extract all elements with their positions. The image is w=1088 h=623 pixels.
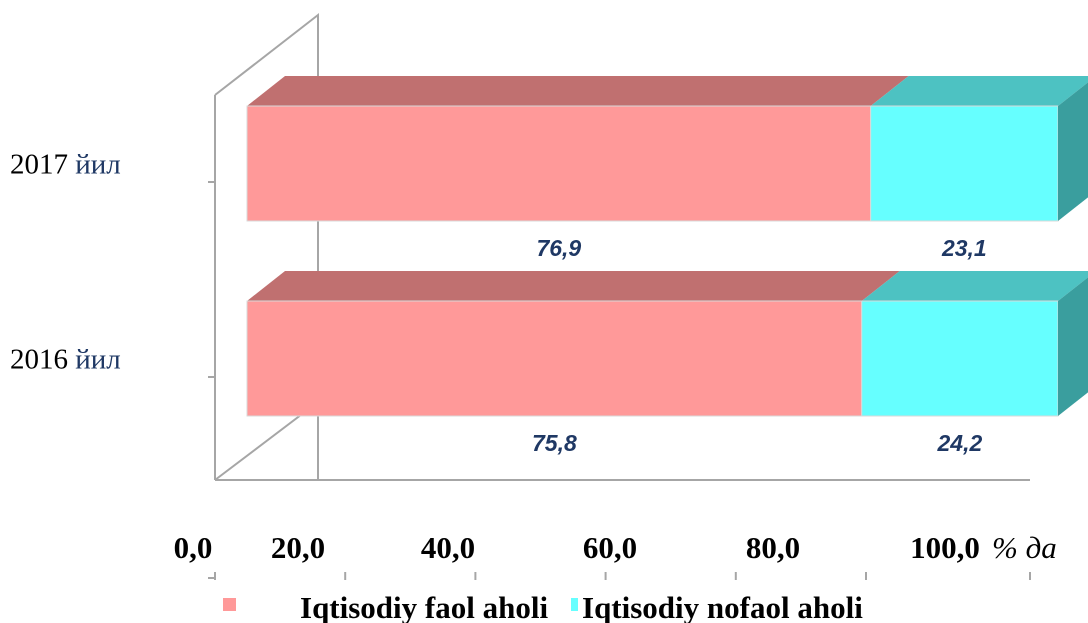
x-axis-tick-labels: 0,0 20,0 40,0 60,0 80,0 100,0	[174, 530, 1031, 580]
category-year: 2016	[10, 344, 75, 376]
bar-top-2016-series-2	[861, 271, 1088, 301]
data-label-2017-series-1: 76,9	[536, 235, 581, 261]
x-tick-label-60: 60,0	[583, 530, 637, 565]
bar-2016-series-1	[246, 300, 863, 417]
bar-side-2017	[1058, 82, 1088, 221]
data-label-2017-series-2: 23,1	[941, 235, 987, 261]
bar-side-2016	[1058, 277, 1088, 416]
legend: Iqtisodiy faol aholi Iqtisodiy nofaol aho…	[223, 590, 863, 623]
bar-2017-series-2	[870, 105, 1059, 222]
legend-swatch-series-2	[571, 598, 578, 611]
legend-label-series-1: Iqtisodiy faol aholi	[300, 590, 548, 623]
data-label-2016-series-1: 75,8	[532, 430, 577, 456]
bars-layer: 76,9 23,1 2017 йил 75,8 24,2 2016 йил	[10, 76, 1088, 456]
category-suffix: йил	[75, 149, 121, 181]
category-label-2017: 2017 йил	[10, 149, 121, 181]
x-tick-label-0: 0,0	[174, 530, 213, 565]
bar-2016-series-2	[861, 300, 1059, 417]
x-axis-unit-label: % да	[992, 530, 1057, 565]
bar-top-2017-series-2	[870, 76, 1088, 106]
x-tick-label-20: 20,0	[271, 530, 325, 565]
legend-swatch-series-1	[223, 598, 236, 611]
category-label-2016: 2016 йил	[10, 344, 121, 376]
bar-2017-series-1	[246, 105, 872, 222]
data-label-2016-series-2: 24,2	[936, 430, 982, 456]
x-tick-label-80: 80,0	[746, 530, 800, 565]
x-tick-label-100: 100,0	[910, 530, 980, 565]
x-tick-label-40: 40,0	[421, 530, 475, 565]
category-year: 2017	[10, 149, 75, 181]
category-suffix: йил	[75, 344, 121, 376]
bar-top-2017-series-1	[247, 76, 909, 106]
bar-top-2016-series-1	[247, 271, 900, 301]
legend-label-series-2: Iqtisodiy nofaol aholi	[582, 590, 863, 623]
